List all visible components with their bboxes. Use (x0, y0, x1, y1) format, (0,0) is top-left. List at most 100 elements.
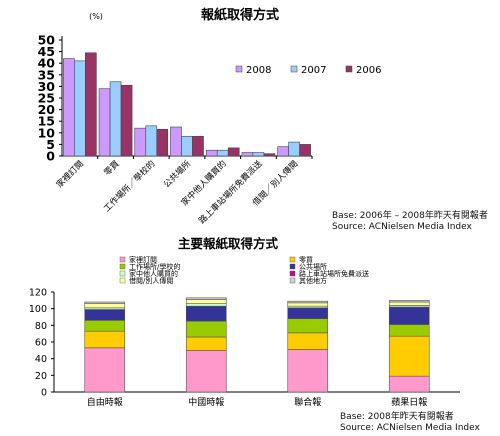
top-chart-bar (252, 152, 265, 157)
bottom-chart-bar-segment (287, 349, 329, 393)
bottom-chart-legend-label: 公共場所 (299, 262, 327, 271)
bottom-chart-legend-swatch (289, 277, 296, 284)
bottom-chart-y-tick-label: 60 (35, 338, 47, 349)
top-chart-y-tick-label: 5 (46, 137, 55, 152)
top-chart-bar (120, 84, 133, 157)
top-chart-y-tick-label: 40 (38, 56, 56, 71)
bottom-chart-y-tick-label: 100 (29, 304, 47, 315)
bottom-chart-bar-segment (185, 336, 227, 351)
bottom-chart-category-label: 自由時報 (87, 396, 123, 408)
bottom-chart-y-tick-label: 20 (35, 371, 47, 382)
bottom-chart-bar-segment (388, 335, 430, 377)
top-chart-bar (192, 135, 204, 157)
top-chart-bar (216, 149, 229, 157)
bottom-chart-bar-segment (84, 347, 126, 393)
bottom-chart-legend-swatch (289, 270, 296, 277)
top-chart-title: 報紙取得方式 (201, 7, 279, 23)
bottom-chart-bar-segment (84, 309, 126, 321)
top-chart-y-tick-label: 45 (38, 44, 55, 59)
bottom-chart-title: 主要報紙取得方式 (178, 236, 279, 251)
top-chart-y-tick-label: 30 (38, 79, 56, 94)
top-chart-bar (85, 52, 97, 157)
top-chart-bar (63, 58, 75, 157)
bottom-chart-legend-label: 路上車站場所免費派送 (299, 269, 369, 278)
top-chart-bar (299, 144, 311, 157)
bottom-chart-legend-swatch (119, 263, 126, 270)
top-chart-y-tick-label: 0 (46, 149, 55, 164)
top-chart-legend-swatch (235, 65, 243, 73)
top-chart-y-tick-label: 35 (38, 67, 55, 82)
top-chart-source-name: Source: ACNielsen Media Index (332, 222, 472, 232)
bottom-chart-legend-swatch (119, 256, 126, 263)
top-chart-y-tick-label: 50 (38, 33, 56, 48)
bottom-chart-bar-segment (84, 301, 126, 304)
top-chart-bar (277, 146, 289, 157)
bottom-chart-y-tick-label: 80 (35, 321, 47, 332)
top-chart-bar (134, 127, 147, 157)
bottom-chart-category-label: 中國時報 (188, 396, 224, 408)
bottom-chart-legend-label: 零買 (299, 256, 313, 264)
bottom-chart-y-tick-label: 40 (35, 354, 47, 365)
top-chart-bar (98, 88, 111, 157)
bottom-chart-bar-segment (287, 302, 329, 307)
top-chart-bar (241, 152, 254, 157)
top-chart-category-label: 零買 (103, 159, 122, 178)
bottom-chart-bar-segment (287, 332, 329, 350)
bottom-chart-y-tick-label: 120 (29, 288, 47, 299)
bottom-chart-bar-segment (84, 303, 126, 309)
bottom-chart-bar-segment (388, 301, 430, 306)
bottom-chart-bar-segment (185, 305, 227, 322)
top-chart-bar (109, 81, 122, 157)
bottom-chart-category-label: 聯合報 (294, 396, 321, 408)
bottom-chart-bar-segment (84, 330, 126, 349)
bottom-chart-legend-label: 其他地方 (299, 276, 327, 285)
top-chart-source-base: Base: 2006年 – 2008年昨天有閱報者 (332, 211, 488, 221)
top-chart-legend-swatch (290, 65, 298, 73)
bottom-chart-bar-segment (185, 303, 227, 307)
bottom-chart-bar-segment (388, 324, 430, 337)
bottom-chart-legend-swatch (119, 270, 126, 277)
top-chart-bar (145, 125, 158, 157)
top-chart-bar (181, 135, 193, 157)
bottom-chart-source-name: Source: ACNielsen Media Index (340, 423, 480, 433)
top-chart-bar (156, 129, 169, 157)
top-chart-bar (170, 126, 182, 157)
top-chart-category-label: 家裡訂閱 (54, 158, 86, 190)
bottom-chart-legend-label: 工作場所/學校的 (129, 262, 180, 271)
bottom-chart-bar-segment (84, 320, 126, 332)
bottom-chart-bar-segment (185, 350, 227, 393)
top-chart-bar (227, 147, 240, 157)
top-chart-y-tick-label: 10 (38, 125, 56, 140)
bottom-chart-bar-segment (185, 299, 227, 304)
top-chart-legend-label: 2006 (356, 65, 381, 76)
top-chart-legend-label: 2008 (246, 65, 271, 76)
bottom-chart-source-base: Base: 2008年昨天有閱報者 (340, 412, 454, 422)
top-chart-y-unit: (%) (89, 12, 103, 21)
bottom-chart-category-label: 蘋果日報 (391, 396, 427, 408)
bottom-chart-bar-segment (185, 320, 227, 338)
top-chart-bar (263, 153, 276, 157)
bottom-chart-bar-segment (388, 375, 430, 393)
top-chart-bar (288, 141, 300, 157)
top-chart-bar (74, 60, 86, 157)
top-chart-y-tick-label: 15 (38, 114, 55, 129)
bottom-chart-legend-label: 家裡訂閱 (129, 255, 157, 264)
bottom-chart-bar-segment (287, 307, 329, 319)
bottom-chart-bar-segment (287, 318, 329, 334)
bottom-chart-legend-label: 借閱/別人傳閱 (129, 276, 173, 285)
bottom-chart-legend-swatch (119, 277, 126, 284)
bottom-chart-bar-segment (185, 297, 227, 300)
top-chart-category-label: 路上車站場所免費派送 (197, 158, 265, 226)
bottom-chart-legend-swatch (289, 256, 296, 263)
top-chart-legend-swatch (345, 65, 353, 73)
top-chart-bar (205, 149, 218, 157)
top-chart-legend-label: 2007 (301, 65, 326, 76)
bottom-chart-bar-segment (388, 300, 430, 303)
bottom-chart-y-tick-label: 0 (41, 388, 47, 399)
bottom-chart-legend-swatch (289, 263, 296, 270)
bottom-chart-bar-segment (388, 306, 430, 325)
top-chart-y-tick-label: 25 (38, 91, 55, 106)
bottom-chart-legend-label: 家中他人購買的 (129, 269, 178, 278)
top-chart-category-label: 公共場所 (161, 158, 193, 190)
